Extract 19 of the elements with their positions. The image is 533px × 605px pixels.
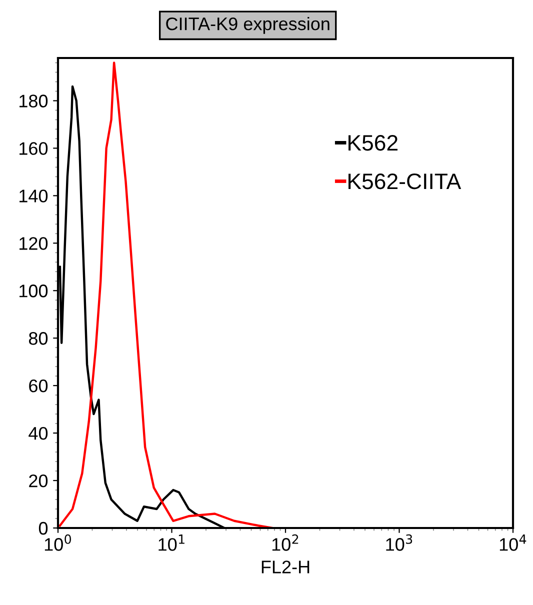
y-tick-label: 100 [20, 284, 48, 298]
chart-title: CIITA-K9 expression [166, 16, 330, 34]
legend-label: K562-CIITA [348, 173, 462, 190]
y-tick-label: 180 [20, 94, 48, 108]
x-tick-label: 10$^{3}$ [386, 534, 412, 551]
legend-label: K562 [348, 134, 398, 151]
y-tick-label: 140 [20, 190, 48, 202]
y-tick-label: 20 [29, 474, 48, 488]
y-tick-label: 120 [20, 237, 48, 250]
y-tick-label: 60 [29, 380, 48, 392]
y-tick-label: 80 [28, 332, 48, 345]
x-axis-title: FL2-H [262, 560, 310, 574]
x-tick-label: 10$^{1}$ [158, 534, 184, 551]
y-tick-label: 0 [38, 522, 48, 535]
x-tick-label: 10$^{2}$ [272, 534, 298, 551]
x-tick-label: 10$^{4}$ [500, 534, 526, 551]
y-tick-label: 40 [28, 426, 48, 440]
x-tick-label: 10$^{0}$ [44, 534, 72, 551]
y-tick-label: 160 [20, 142, 48, 155]
